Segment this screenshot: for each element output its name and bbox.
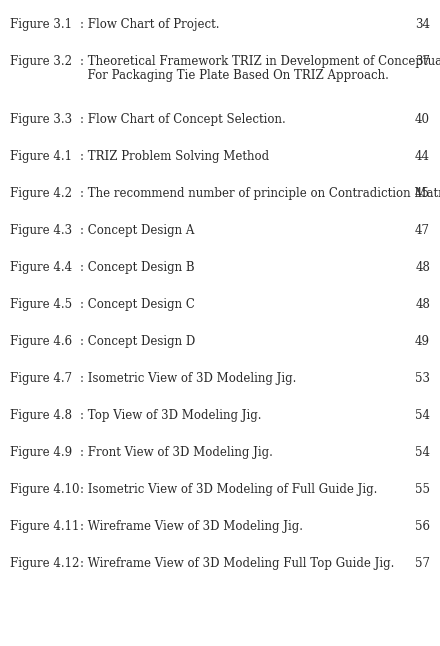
Text: 49: 49 (415, 335, 430, 348)
Text: : Wireframe View of 3D Modeling Jig.: : Wireframe View of 3D Modeling Jig. (80, 520, 303, 533)
Text: 53: 53 (415, 372, 430, 385)
Text: : TRIZ Problem Solving Method: : TRIZ Problem Solving Method (80, 150, 269, 163)
Text: : Concept Design A: : Concept Design A (80, 224, 194, 237)
Text: Figure 4.9: Figure 4.9 (10, 446, 72, 459)
Text: : Concept Design B: : Concept Design B (80, 261, 194, 274)
Text: 47: 47 (415, 224, 430, 237)
Text: 54: 54 (415, 409, 430, 422)
Text: 44: 44 (415, 150, 430, 163)
Text: Figure 4.7: Figure 4.7 (10, 372, 72, 385)
Text: : Theoretical Framework TRIZ in Development of Conceptual Jigs: : Theoretical Framework TRIZ in Developm… (80, 55, 440, 68)
Text: 54: 54 (415, 446, 430, 459)
Text: 45: 45 (415, 187, 430, 200)
Text: Figure 4.12: Figure 4.12 (10, 557, 79, 570)
Text: Figure 4.10: Figure 4.10 (10, 483, 80, 496)
Text: 55: 55 (415, 483, 430, 496)
Text: 40: 40 (415, 113, 430, 126)
Text: Figure 4.5: Figure 4.5 (10, 298, 72, 311)
Text: : Top View of 3D Modeling Jig.: : Top View of 3D Modeling Jig. (80, 409, 261, 422)
Text: : Isometric View of 3D Modeling of Full Guide Jig.: : Isometric View of 3D Modeling of Full … (80, 483, 378, 496)
Text: 48: 48 (415, 298, 430, 311)
Text: : Concept Design D: : Concept Design D (80, 335, 195, 348)
Text: 37: 37 (415, 55, 430, 68)
Text: : Concept Design C: : Concept Design C (80, 298, 195, 311)
Text: 48: 48 (415, 261, 430, 274)
Text: Figure 4.1: Figure 4.1 (10, 150, 72, 163)
Text: Figure 4.4: Figure 4.4 (10, 261, 72, 274)
Text: : Flow Chart of Project.: : Flow Chart of Project. (80, 18, 220, 31)
Text: 34: 34 (415, 18, 430, 31)
Text: : Isometric View of 3D Modeling Jig.: : Isometric View of 3D Modeling Jig. (80, 372, 297, 385)
Text: Figure 3.2: Figure 3.2 (10, 55, 72, 68)
Text: Figure 3.3: Figure 3.3 (10, 113, 72, 126)
Text: Figure 4.3: Figure 4.3 (10, 224, 72, 237)
Text: : Wireframe View of 3D Modeling Full Top Guide Jig.: : Wireframe View of 3D Modeling Full Top… (80, 557, 394, 570)
Text: Figure 4.8: Figure 4.8 (10, 409, 72, 422)
Text: Figure 4.6: Figure 4.6 (10, 335, 72, 348)
Text: : Front View of 3D Modeling Jig.: : Front View of 3D Modeling Jig. (80, 446, 273, 459)
Text: : Flow Chart of Concept Selection.: : Flow Chart of Concept Selection. (80, 113, 286, 126)
Text: Figure 4.2: Figure 4.2 (10, 187, 72, 200)
Text: For Packaging Tie Plate Based On TRIZ Approach.: For Packaging Tie Plate Based On TRIZ Ap… (80, 69, 389, 82)
Text: Figure 4.11: Figure 4.11 (10, 520, 79, 533)
Text: : The recommend number of principle on Contradiction Matrix: : The recommend number of principle on C… (80, 187, 440, 200)
Text: Figure 3.1: Figure 3.1 (10, 18, 72, 31)
Text: 57: 57 (415, 557, 430, 570)
Text: 56: 56 (415, 520, 430, 533)
